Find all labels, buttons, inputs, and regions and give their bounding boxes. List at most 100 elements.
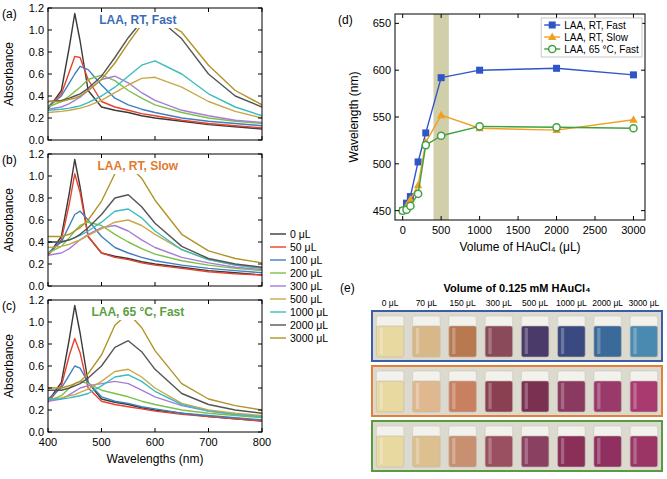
y-tick	[48, 30, 52, 31]
vial-liquid	[630, 436, 658, 467]
legend-swatch	[270, 337, 286, 338]
y-tick-label: 0.8	[29, 192, 44, 204]
x-tick-label: 2500	[583, 224, 607, 236]
series-line	[48, 209, 262, 268]
y-tick	[641, 117, 645, 118]
x-tick	[101, 154, 102, 158]
y-tick	[258, 220, 262, 221]
y-tick-label: 1.2	[29, 294, 44, 306]
legend-label: LAA, RT, Fast	[564, 20, 626, 31]
square-marker	[630, 71, 637, 78]
vial-highlight	[380, 383, 383, 409]
figure: 0.00.20.40.60.81.01.2LAA, RT, Fast(a)Abs…	[0, 0, 667, 479]
x-axis-title: Volume of HAuCl₄ (μL)	[459, 240, 580, 254]
x-tick	[479, 216, 480, 220]
legend-label: 200 μL	[290, 267, 322, 279]
y-tick-label: 0.2	[29, 404, 44, 416]
y-tick-label: 0.8	[29, 338, 44, 350]
vial-liquid	[485, 326, 513, 357]
x-tick-label: 2000	[544, 224, 568, 236]
y-tick	[258, 366, 262, 367]
y-tick-label: 1.0	[29, 316, 44, 328]
open-circle-marker	[438, 132, 445, 139]
series-line	[48, 306, 262, 422]
series-line	[48, 174, 262, 275]
title-patch	[88, 304, 187, 320]
legend: 0 μL50 μL100 μL200 μL300 μL500 μL1000 μL…	[267, 226, 331, 346]
plot-frame	[48, 154, 262, 286]
y-axis-title: Wavelength (nm)	[347, 72, 361, 163]
x-tick	[556, 216, 557, 220]
x-tick-label: 0	[400, 224, 406, 236]
vial-highlight	[488, 438, 491, 464]
y-tick-label: 1.2	[29, 148, 44, 160]
y-tick-label: 0.2	[29, 258, 44, 270]
vial-highlight	[380, 328, 383, 354]
x-tick	[101, 282, 102, 286]
legend-marker	[548, 33, 556, 41]
y-tick	[258, 96, 262, 97]
x-axis-title: Wavelengths (nm)	[107, 452, 204, 466]
x-tick	[208, 428, 209, 432]
vial-liquid	[594, 326, 622, 357]
y-tick	[48, 410, 52, 411]
vial-liquid	[449, 326, 477, 357]
x-tick-label: 400	[39, 436, 57, 448]
vial-liquid	[630, 381, 658, 412]
y-tick	[641, 163, 645, 164]
legend-swatch	[270, 272, 286, 273]
vial-highlight	[597, 383, 600, 409]
y-tick	[258, 388, 262, 389]
vial-liquid	[521, 326, 549, 357]
open-circle-marker	[553, 124, 560, 131]
vial-highlight	[633, 383, 636, 409]
y-tick-label: 0.0	[29, 134, 44, 146]
series-line	[48, 76, 262, 122]
legend-label: 100 μL	[290, 254, 322, 266]
x-tick	[208, 136, 209, 140]
x-tick	[633, 216, 634, 220]
y-axis-title: Absorbance	[2, 334, 16, 398]
square-marker	[476, 67, 483, 74]
vial-highlight	[488, 328, 491, 354]
y-tick	[48, 220, 52, 221]
open-circle-marker	[630, 125, 637, 132]
photo-panel: (e)Volume of 0.125 mM HAuCl₄0 μL70 μL150…	[340, 281, 662, 471]
y-tick	[48, 388, 52, 389]
y-tick	[258, 52, 262, 53]
y-tick	[258, 74, 262, 75]
x-tick	[101, 428, 102, 432]
x-tick	[155, 428, 156, 432]
vial-highlight	[488, 383, 491, 409]
y-tick-label: 0.2	[29, 112, 44, 124]
vial-label: 150 μL	[450, 298, 476, 308]
y-tick	[48, 366, 52, 367]
x-tick	[155, 8, 156, 12]
legend-swatch	[270, 233, 286, 234]
vial-liquid	[521, 436, 549, 467]
x-tick-label: 1500	[506, 224, 530, 236]
y-tick	[48, 118, 52, 119]
y-tick	[641, 210, 645, 211]
vial-label: 500 μL	[522, 298, 548, 308]
vial-liquid	[558, 381, 586, 412]
y-tick-label: 1.2	[29, 2, 44, 14]
open-circle-marker	[407, 202, 414, 209]
x-tick-label: 800	[253, 436, 271, 448]
panel-letter: (b)	[2, 153, 17, 167]
legend-label: 50 μL	[290, 241, 317, 253]
panel: 450500550600650050010001500200025003000(…	[338, 13, 646, 254]
series-line	[403, 115, 634, 211]
series-line	[48, 61, 262, 116]
vial-highlight	[525, 383, 528, 409]
title-patch	[95, 158, 182, 174]
vial-liquid	[594, 436, 622, 467]
data-group	[48, 14, 262, 130]
vial-highlight	[525, 328, 528, 354]
series-line	[48, 366, 262, 420]
vial-liquid	[449, 381, 477, 412]
vial-liquid	[413, 381, 441, 412]
y-tick-label: 1.0	[29, 24, 44, 36]
y-tick	[258, 410, 262, 411]
series-line	[48, 313, 262, 410]
